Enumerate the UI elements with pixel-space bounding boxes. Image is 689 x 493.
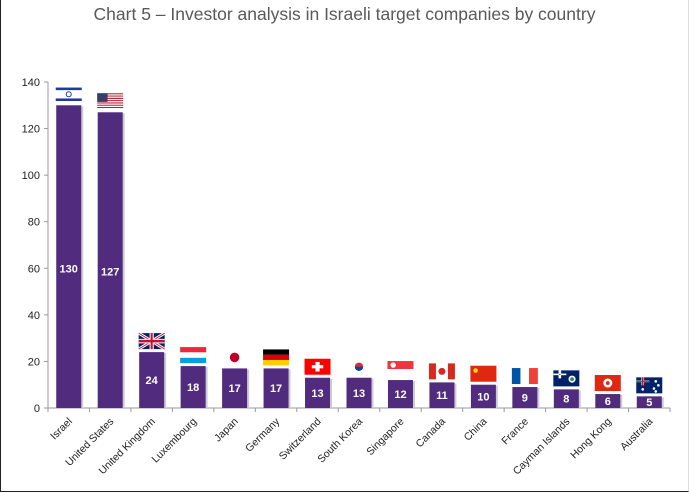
- data-label: 5: [646, 397, 652, 409]
- bar-hong-kong: [595, 394, 621, 408]
- data-label: 11: [436, 390, 448, 402]
- hong-kong-flag-icon: [594, 375, 621, 392]
- data-label: 17: [270, 383, 282, 395]
- x-category-label: Germany: [243, 415, 283, 455]
- data-label: 18: [187, 382, 199, 394]
- germany-flag-icon: [263, 349, 290, 366]
- bar-united-kingdom: [139, 352, 165, 408]
- bar-singapore: [387, 380, 413, 408]
- data-label: 6: [605, 396, 611, 408]
- data-label: 127: [101, 266, 119, 278]
- y-tick-label: 60: [28, 263, 40, 275]
- bar-australia: [636, 396, 662, 408]
- uk-flag-icon: [137, 331, 166, 351]
- bar-luxembourg: [180, 366, 206, 408]
- chart-title: Chart 5 – Investor analysis in Israeli t…: [93, 4, 596, 24]
- data-label: 8: [563, 394, 569, 406]
- data-label: 13: [353, 388, 365, 400]
- usa-flag-icon: [97, 93, 124, 110]
- data-label: 10: [477, 391, 489, 403]
- canada-flag-icon: [428, 363, 455, 380]
- bar-switzerland: [305, 377, 331, 408]
- bar-cayman-islands: [553, 389, 579, 408]
- data-label: 12: [394, 389, 406, 401]
- singapore-flag-icon: [387, 361, 414, 378]
- x-category-label: Luxembourg: [149, 416, 199, 466]
- y-tick-label: 140: [22, 77, 40, 89]
- bar-israel: [56, 105, 82, 409]
- france-flag-icon: [511, 368, 538, 385]
- israel-flag-icon: [55, 86, 82, 103]
- bar-germany: [263, 368, 289, 408]
- bar-france: [512, 387, 538, 408]
- china-flag-icon: [470, 365, 497, 382]
- x-category-label: Canada: [414, 416, 449, 451]
- y-tick-label: 0: [34, 403, 40, 415]
- x-category-label: France: [499, 416, 531, 448]
- y-tick-label: 80: [28, 217, 40, 229]
- bar-south-korea: [346, 377, 372, 408]
- data-label: 9: [522, 393, 528, 405]
- x-category-label: Australia: [618, 416, 655, 453]
- luxembourg-flag-icon: [180, 347, 207, 364]
- data-label: 13: [311, 388, 323, 400]
- data-label: 130: [60, 263, 78, 275]
- bar-japan: [222, 368, 248, 408]
- y-tick-label: 120: [22, 124, 40, 136]
- x-category-label: Singapore: [364, 416, 406, 458]
- bar-canada: [429, 382, 455, 408]
- cayman-islands-flag-icon: [553, 370, 580, 387]
- japan-flag-icon: [221, 349, 248, 366]
- x-category-label: Japan: [212, 416, 241, 445]
- australia-flag-icon: [636, 377, 663, 394]
- y-tick-label: 100: [22, 170, 40, 182]
- x-category-label: China: [462, 416, 490, 444]
- x-category-label: South Korea: [315, 416, 365, 466]
- south-korea-flag-icon: [346, 358, 372, 375]
- bar-united-states: [97, 112, 123, 409]
- y-tick-label: 40: [28, 310, 40, 322]
- bar-china: [470, 384, 496, 408]
- data-label: 17: [228, 383, 240, 395]
- x-category-label: Hong Kong: [568, 416, 614, 462]
- data-label: 24: [146, 375, 159, 387]
- y-tick-label: 20: [28, 356, 40, 368]
- switzerland-flag-icon: [304, 358, 331, 375]
- x-category-label: Israel: [48, 416, 75, 443]
